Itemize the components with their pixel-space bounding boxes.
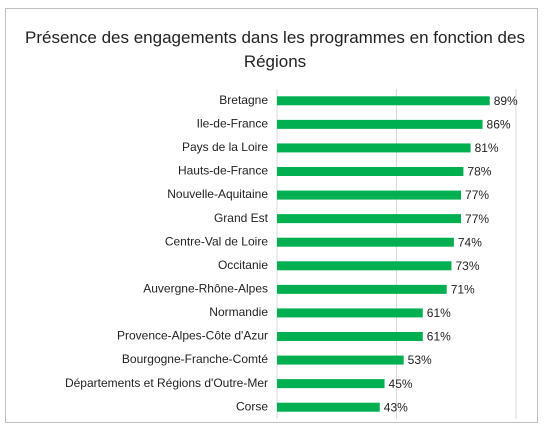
y-tick-label: Nouvelle-Aquitaine — [167, 187, 268, 201]
y-tick-label: Bretagne — [219, 93, 268, 107]
data-label: 74% — [458, 235, 482, 249]
data-label: 86% — [487, 118, 511, 132]
bar — [277, 143, 471, 153]
bar — [277, 167, 464, 176]
bar — [277, 261, 452, 271]
y-tick-label: Hauts-de-France — [178, 164, 268, 178]
y-tick-label: Centre-Val de Loire — [165, 234, 268, 248]
y-tick-label: Provence-Alpes-Côte d'Azur — [117, 329, 268, 343]
data-label: 89% — [494, 94, 518, 108]
data-label: 78% — [467, 165, 491, 179]
data-label: 53% — [408, 353, 432, 367]
data-label: 45% — [389, 377, 413, 391]
y-tick-label: Corse — [236, 399, 268, 413]
bar — [277, 402, 380, 412]
bar — [277, 96, 490, 106]
data-label: 61% — [427, 330, 451, 344]
chart-title: Présence des engagements dans les progra… — [25, 28, 525, 71]
bar — [277, 308, 423, 318]
y-tick-label: Grand Est — [214, 211, 269, 225]
bar — [277, 237, 454, 247]
data-label: 71% — [451, 283, 475, 297]
y-tick-label: Ile-de-France — [197, 117, 269, 131]
y-tick-label: Auvergne-Rhône-Alpes — [143, 282, 268, 296]
y-tick-label: Pays de la Loire — [182, 140, 268, 154]
data-label: 73% — [455, 259, 479, 273]
y-tick-label: Occitanie — [218, 258, 268, 272]
bar — [277, 379, 385, 389]
data-label: 61% — [427, 306, 451, 320]
y-tick-label: Départements et Régions d'Outre-Mer — [65, 376, 268, 390]
bar — [277, 332, 423, 341]
data-label: 77% — [465, 212, 489, 226]
data-label: 81% — [475, 141, 499, 155]
bar — [277, 119, 483, 129]
y-tick-label: Bourgogne-Franche-Comté — [122, 352, 268, 366]
data-label: 43% — [384, 400, 408, 414]
bar — [277, 190, 462, 200]
bar — [277, 355, 404, 365]
y-tick-label: Normandie — [209, 305, 268, 319]
bar — [277, 214, 462, 224]
chart-frame — [5, 8, 538, 423]
bar — [277, 284, 447, 294]
data-label: 77% — [465, 188, 489, 202]
